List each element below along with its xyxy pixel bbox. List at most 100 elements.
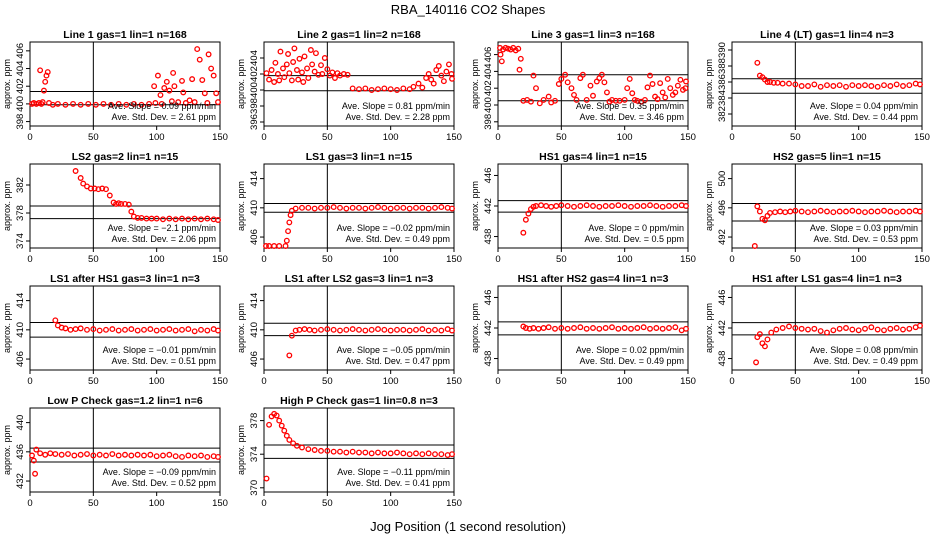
data-point <box>115 452 122 459</box>
data-point <box>90 452 97 459</box>
x-tick-label: 150 <box>212 498 228 509</box>
data-point <box>362 327 369 334</box>
data-point <box>138 101 145 108</box>
y-tick-label: 492 <box>717 229 728 245</box>
data-point <box>530 72 537 79</box>
y-tick-label: 398 <box>15 114 26 130</box>
data-point <box>274 71 281 77</box>
data-point <box>281 74 288 81</box>
data-point <box>515 45 522 52</box>
data-point <box>400 450 407 457</box>
data-point <box>522 216 529 223</box>
data-point <box>288 77 295 84</box>
data-point <box>166 326 173 333</box>
data-point <box>590 325 596 331</box>
data-point <box>315 71 322 78</box>
y-axis-label: approx. ppm <box>2 181 12 231</box>
x-tick-label: 0 <box>27 132 32 143</box>
data-point <box>830 327 837 334</box>
data-point <box>836 208 843 215</box>
data-point <box>817 83 824 90</box>
data-point <box>756 331 763 338</box>
std-dev-annotation: Ave. Std. Dev. = 2.28 ppm <box>346 112 450 122</box>
std-dev-annotation: Ave. Std. Dev. = 0.41 ppm <box>346 478 450 488</box>
data-point <box>153 215 160 222</box>
data-point <box>290 59 297 65</box>
data-point <box>805 326 811 333</box>
data-point <box>311 447 318 453</box>
y-tick-label: 406 <box>483 47 494 63</box>
data-point <box>381 204 388 211</box>
y-axis-label: approx. ppm <box>470 181 480 231</box>
data-point <box>849 82 856 89</box>
y-tick-label: 406 <box>249 351 260 367</box>
data-point <box>634 325 641 331</box>
x-tick-label: 150 <box>212 254 228 265</box>
data-point <box>37 450 44 457</box>
data-point <box>330 326 337 333</box>
slope-annotation: Ave. Slope = −0.02 ppm/min <box>337 223 450 233</box>
data-point <box>318 447 324 454</box>
data-point <box>44 69 51 76</box>
x-tick-label: 150 <box>680 132 696 143</box>
data-point <box>596 325 603 332</box>
data-point <box>773 326 780 333</box>
x-tick-label: 0 <box>27 254 32 265</box>
plot-frame <box>263 163 455 249</box>
data-point <box>285 228 292 235</box>
x-tick-label: 0 <box>27 376 32 387</box>
panel-title: HS2 gas=5 lin=1 n=15 <box>773 151 881 163</box>
data-point <box>596 203 603 210</box>
data-point <box>368 450 375 457</box>
data-point <box>438 204 445 211</box>
y-tick-label: 500 <box>717 171 728 187</box>
data-point <box>77 325 84 332</box>
data-point <box>172 327 179 334</box>
data-point <box>662 94 669 101</box>
data-point <box>862 82 868 89</box>
data-point <box>830 83 837 89</box>
data-point <box>356 326 362 333</box>
data-point <box>29 452 35 459</box>
data-point <box>654 96 661 103</box>
data-point <box>445 61 452 68</box>
data-point <box>659 203 666 210</box>
data-point <box>319 71 326 77</box>
data-point <box>153 453 160 460</box>
data-point <box>449 327 455 334</box>
data-point <box>175 99 182 106</box>
data-point <box>191 453 198 460</box>
data-point <box>311 205 318 212</box>
panel-title: HS1 after HS2 gas=4 lin=1 n=3 <box>518 273 669 285</box>
data-point <box>653 203 660 209</box>
data-point <box>811 81 818 88</box>
data-point <box>47 450 54 457</box>
data-point <box>855 208 862 215</box>
data-point <box>106 192 113 199</box>
x-tick-label: 150 <box>680 376 696 387</box>
data-point <box>433 67 440 73</box>
x-tick-label: 0 <box>261 254 266 265</box>
data-point <box>517 55 524 62</box>
data-point <box>443 68 450 75</box>
data-point <box>400 204 407 211</box>
x-tick-label: 100 <box>617 254 633 265</box>
data-point <box>647 202 653 209</box>
panel-title: Line 3 gas=1 lin=3 n=168 <box>531 29 655 41</box>
data-point <box>672 203 679 209</box>
data-point <box>649 81 656 87</box>
data-point <box>300 79 307 85</box>
data-point <box>349 85 356 92</box>
data-point <box>805 209 811 216</box>
std-dev-annotation: Ave. Std. Dev. = 0.49 ppm <box>814 356 918 366</box>
data-point <box>306 326 313 333</box>
data-point <box>179 326 185 333</box>
data-point <box>324 447 331 454</box>
data-point <box>640 324 647 331</box>
data-point <box>849 326 856 333</box>
panel-title: Line 2 gas=1 lin=2 n=168 <box>297 29 421 41</box>
data-point <box>425 205 432 212</box>
data-point <box>54 100 61 107</box>
data-point <box>201 90 208 97</box>
data-point <box>368 326 375 333</box>
